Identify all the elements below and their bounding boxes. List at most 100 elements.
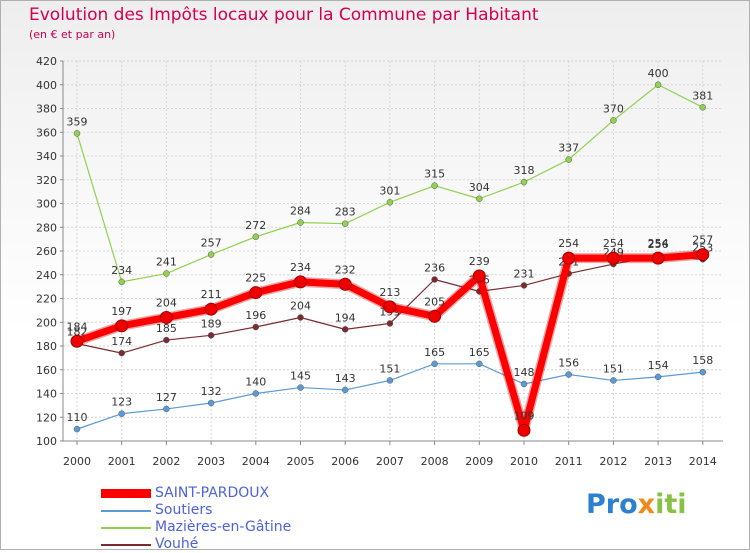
data-label-soutiers-2001: 123 (111, 396, 132, 409)
data-label-saint-pardoux-2006: 232 (335, 263, 356, 276)
data-label-saint-pardoux-2001: 197 (111, 305, 132, 318)
data-label-saint-pardoux-2009: 239 (469, 255, 490, 268)
y-tick-labels: 100 120 140 160 180 200 220 240 260 280 300 320 340 3… (36, 55, 57, 448)
y-tick-label-240: 240 (36, 269, 57, 282)
data-point-mazieres-en-gatine-2003 (207, 251, 215, 258)
data-label-mazieres-en-gatine-2007: 301 (379, 184, 400, 197)
data-point-saint-pardoux-2000 (70, 334, 84, 348)
data-point-vouhe-2004 (252, 323, 260, 331)
data-point-soutiers-2010 (520, 380, 528, 388)
data-label-mazieres-en-gatine-2002: 241 (156, 256, 177, 269)
legend-swatch-saint-pardoux (101, 489, 151, 498)
data-point-saint-pardoux-2013 (651, 251, 665, 265)
data-label-soutiers-2007: 151 (379, 362, 400, 375)
x-tick-label-2010: 2010 (510, 455, 538, 468)
data-label-soutiers-2008: 165 (424, 346, 445, 359)
data-label-soutiers-2010: 148 (514, 366, 535, 379)
y-tick-label-280: 280 (36, 221, 57, 234)
data-label-mazieres-en-gatine-2000: 359 (67, 115, 88, 128)
data-label-soutiers-2005: 145 (290, 370, 311, 383)
data-point-soutiers-2013 (654, 373, 662, 381)
x-tick-label-2014: 2014 (689, 455, 717, 468)
data-label-vouhe-2013: 256 (648, 238, 669, 251)
x-tick-labels: 2000 2001 2002 2003 2004 2005 2006 2007 2008 2009… (63, 455, 717, 468)
data-label-mazieres-en-gatine-2004: 272 (245, 219, 266, 232)
data-label-mazieres-en-gatine-2003: 257 (201, 237, 222, 250)
x-tick-label-2008: 2008 (421, 455, 449, 468)
data-label-soutiers-2003: 132 (201, 385, 222, 398)
data-label-saint-pardoux-2012: 254 (603, 237, 624, 250)
x-tick-label-2005: 2005 (287, 455, 315, 468)
x-tick-label-2004: 2004 (242, 455, 270, 468)
data-point-saint-pardoux-2012 (606, 251, 620, 265)
legend-label-soutiers: Soutiers (155, 502, 213, 518)
y-tick-label-180: 180 (36, 340, 57, 353)
x-tick-label-2009: 2009 (465, 455, 493, 468)
data-point-mazieres-en-gatine-2002 (163, 270, 170, 277)
data-label-saint-pardoux-2000: 184 (67, 320, 88, 333)
data-point-mazieres-en-gatine-2004 (252, 233, 260, 240)
x-tick-label-2011: 2011 (555, 455, 583, 468)
legend-swatch-vouhe (101, 544, 151, 546)
data-point-soutiers-2005 (297, 384, 304, 391)
data-label-vouhe-2002: 185 (156, 322, 177, 335)
data-label-saint-pardoux-2007: 213 (379, 286, 400, 299)
data-label-soutiers-2006: 143 (335, 372, 356, 385)
data-label-soutiers-2011: 156 (558, 357, 579, 370)
y-tick-label-400: 400 (36, 79, 57, 92)
data-point-saint-pardoux-2011 (562, 251, 576, 265)
legend-label-vouhe: Vouhé (155, 536, 199, 552)
y-tick-label-160: 160 (36, 364, 57, 377)
data-point-mazieres-en-gatine-2011 (565, 156, 572, 163)
data-point-saint-pardoux-2002 (159, 311, 173, 324)
data-point-saint-pardoux-2008 (428, 309, 442, 323)
data-label-saint-pardoux-2013: 254 (648, 237, 669, 250)
data-label-soutiers-2012: 151 (603, 362, 624, 375)
y-tick-label-320: 320 (36, 174, 57, 187)
data-point-vouhe-2007 (386, 320, 394, 327)
logo-part-2: x (637, 489, 656, 520)
data-point-vouhe-2002 (163, 336, 170, 344)
data-label-saint-pardoux-2003: 211 (201, 288, 222, 301)
data-label-soutiers-2009: 165 (469, 346, 490, 359)
legend-label-saint-pardoux: SAINT-PARDOUX (155, 485, 270, 501)
data-point-saint-pardoux-2014 (696, 248, 710, 262)
data-label-vouhe-2000: 182 (67, 326, 88, 339)
legend-label-mazieres-en-gatine: Mazières-en-Gâtine (155, 519, 292, 535)
data-label-saint-pardoux-2008: 205 (424, 295, 445, 308)
x-tick-label-2007: 2007 (376, 455, 404, 468)
data-point-saint-pardoux-2003 (204, 302, 218, 316)
legend-swatch-soutiers (101, 510, 151, 512)
data-point-soutiers-2000 (73, 425, 81, 433)
data-label-vouhe-2001: 174 (111, 335, 132, 348)
data-label-mazieres-en-gatine-2006: 283 (335, 206, 356, 219)
data-point-vouhe-2005 (297, 314, 304, 321)
axes (62, 61, 723, 442)
y-tick-label-120: 120 (36, 411, 57, 424)
data-point-soutiers-2004 (252, 390, 260, 397)
x-tick-label-2003: 2003 (197, 455, 225, 468)
data-label-mazieres-en-gatine-2011: 337 (558, 142, 579, 155)
data-point-saint-pardoux-2005 (294, 275, 307, 289)
y-tick-label-200: 200 (36, 316, 57, 329)
data-label-mazieres-en-gatine-2009: 304 (469, 181, 490, 194)
data-point-mazieres-en-gatine-2005 (297, 219, 304, 226)
data-label-soutiers-2004: 140 (245, 376, 266, 389)
y-tick-label-340: 340 (36, 150, 57, 163)
data-point-soutiers-2002 (163, 405, 170, 413)
data-point-vouhe-2003 (207, 332, 215, 339)
data-point-saint-pardoux-2009 (472, 269, 486, 283)
x-tick-label-2002: 2002 (152, 455, 180, 468)
data-point-vouhe-2008 (431, 276, 438, 283)
chart-title: Evolution des Impôts locaux pour la Comm… (29, 5, 539, 25)
x-tick-label-2000: 2000 (63, 455, 91, 468)
data-point-mazieres-en-gatine-2009 (476, 195, 483, 202)
logo-part-1: Pro (586, 489, 638, 520)
data-point-mazieres-en-gatine-2006 (341, 220, 349, 227)
data-label-soutiers-2002: 127 (156, 391, 177, 404)
data-point-soutiers-2008 (431, 360, 438, 368)
y-tick-label-360: 360 (36, 126, 57, 139)
data-label-mazieres-en-gatine-2014: 381 (692, 89, 713, 102)
data-label-soutiers-2013: 154 (648, 359, 669, 372)
